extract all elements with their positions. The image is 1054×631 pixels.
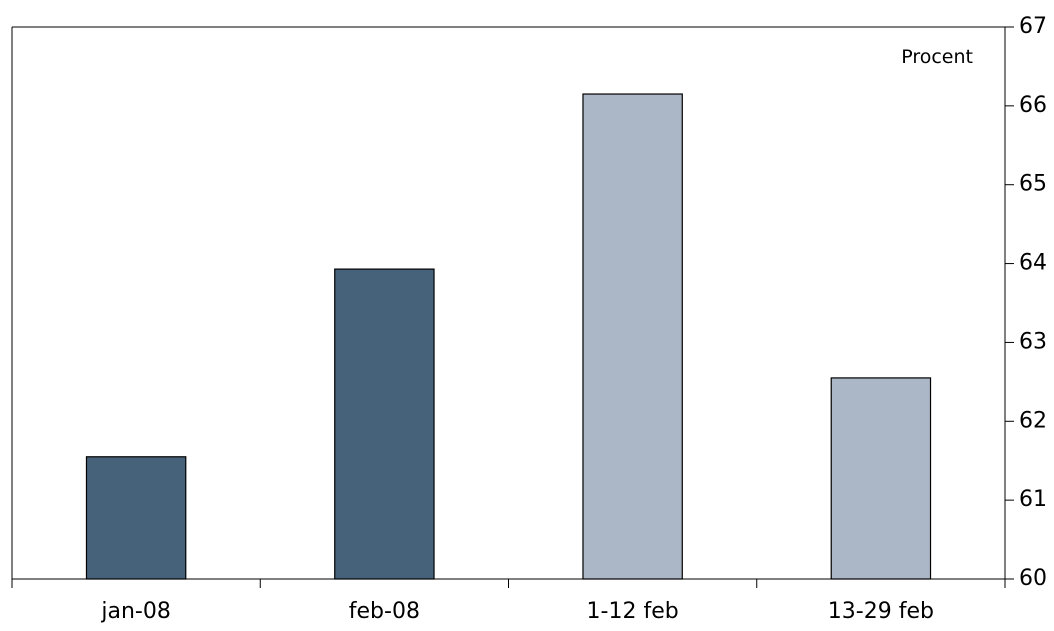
y-tick-label: 65 <box>1019 172 1047 197</box>
y-axis-tick-labels: 60 61 62 63 64 65 66 67 <box>1019 14 1047 591</box>
y-tick-label: 62 <box>1019 408 1047 433</box>
x-tick-label: jan-08 <box>100 599 170 624</box>
bar-1 <box>85 456 187 580</box>
y-tick-label: 66 <box>1019 93 1047 118</box>
x-tick-label: feb-08 <box>349 599 420 624</box>
x-axis-tick-labels: jan-08 feb-08 1-12 feb 13-29 feb <box>100 599 934 624</box>
bars-group <box>85 93 932 580</box>
y-tick-label: 64 <box>1019 251 1047 276</box>
bar-3 <box>582 93 683 580</box>
y-tick-label: 60 <box>1019 566 1047 591</box>
x-tick-label: 1-12 feb <box>587 599 679 624</box>
bar-2 <box>334 268 435 580</box>
unit-label: Procent <box>901 46 973 68</box>
y-axis-ticks <box>1005 26 1014 580</box>
bar-4 <box>830 377 932 580</box>
y-tick-label: 61 <box>1019 487 1047 512</box>
x-tick-label: 13-29 feb <box>828 599 934 624</box>
y-tick-label: 63 <box>1019 329 1047 354</box>
x-axis-ticks <box>11 579 1006 588</box>
y-tick-label: 67 <box>1019 14 1047 39</box>
plot-frame <box>11 26 1005 579</box>
